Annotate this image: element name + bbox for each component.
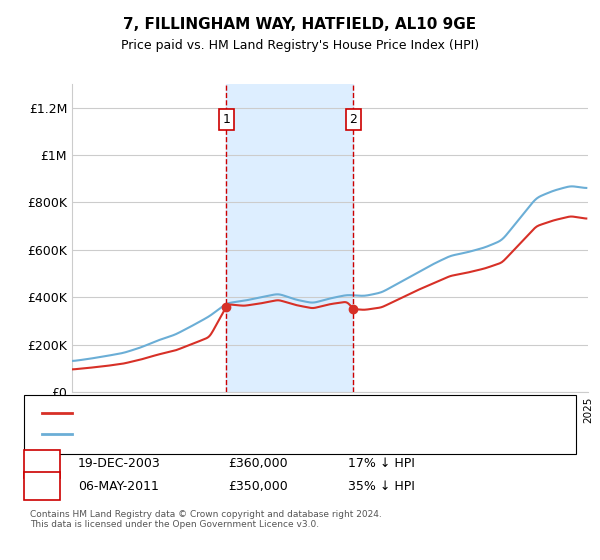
Text: 2: 2 <box>349 113 357 126</box>
Text: 7, FILLINGHAM WAY, HATFIELD, AL10 9GE (detached house): 7, FILLINGHAM WAY, HATFIELD, AL10 9GE (d… <box>78 408 388 418</box>
Text: 1: 1 <box>223 113 230 126</box>
Text: 7, FILLINGHAM WAY, HATFIELD, AL10 9GE: 7, FILLINGHAM WAY, HATFIELD, AL10 9GE <box>124 17 476 32</box>
Text: Price paid vs. HM Land Registry's House Price Index (HPI): Price paid vs. HM Land Registry's House … <box>121 39 479 52</box>
Text: 19-DEC-2003: 19-DEC-2003 <box>78 457 161 470</box>
Text: 1: 1 <box>38 457 46 470</box>
Text: 17% ↓ HPI: 17% ↓ HPI <box>348 457 415 470</box>
Text: 2: 2 <box>38 479 46 493</box>
Text: HPI: Average price, detached house, Welwyn Hatfield: HPI: Average price, detached house, Welw… <box>78 429 355 439</box>
Text: 35% ↓ HPI: 35% ↓ HPI <box>348 479 415 493</box>
Text: 06-MAY-2011: 06-MAY-2011 <box>78 479 159 493</box>
Text: £360,000: £360,000 <box>228 457 287 470</box>
Text: Contains HM Land Registry data © Crown copyright and database right 2024.
This d: Contains HM Land Registry data © Crown c… <box>30 510 382 529</box>
Bar <box>226 84 353 392</box>
Text: £350,000: £350,000 <box>228 479 288 493</box>
